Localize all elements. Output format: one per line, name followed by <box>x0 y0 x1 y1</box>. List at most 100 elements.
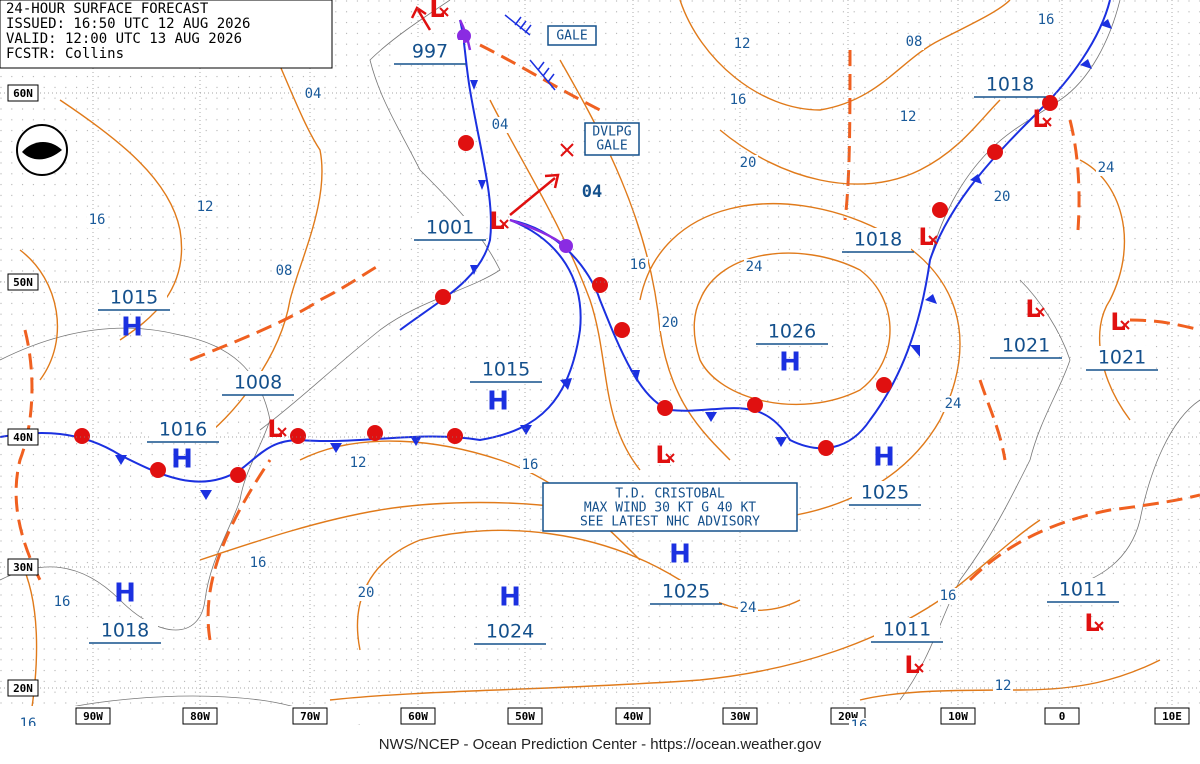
isobar-label-bg <box>356 585 376 601</box>
longitude-label: 40W <box>623 710 643 723</box>
pressure-value: 1025 <box>861 482 909 504</box>
pressure-bg <box>92 619 158 643</box>
latitude-box <box>7 558 39 576</box>
longitude-box <box>292 707 328 725</box>
isobar-label-bg <box>943 396 963 412</box>
pressure-value: 1025 <box>662 581 710 603</box>
advisory-line: T.D. CRISTOBAL <box>615 487 725 502</box>
isobar-label: 04 <box>305 86 322 102</box>
isobar-label-bg <box>1036 12 1056 28</box>
pressure-value: 1001 <box>426 217 474 239</box>
gale-box <box>547 25 597 46</box>
isobar-label-bg <box>898 109 918 125</box>
isobar-label: 20 <box>662 315 679 331</box>
pressure-value: 1024 <box>486 621 534 643</box>
isobar-label-bg <box>303 86 323 102</box>
pressure-value: 1011 <box>883 619 931 641</box>
pressure-value: 1021 <box>1098 347 1146 369</box>
pressure-bg <box>101 286 167 310</box>
header-line: ISSUED: 16:50 UTC 12 AUG 2026 <box>6 16 250 32</box>
motion-arrows <box>410 6 574 216</box>
troughs <box>14 43 1200 641</box>
dvlpg-label: GALE <box>596 139 627 154</box>
isobar-label: 24 <box>740 600 757 616</box>
footer: NWS/NCEP - Ocean Prediction Center - htt… <box>379 736 822 753</box>
isobar-label: 12 <box>734 36 751 52</box>
longitude-label: 10W <box>948 710 968 723</box>
isobar-label: 24 <box>746 259 763 275</box>
high-symbol: H <box>779 348 801 378</box>
high-symbol: H <box>121 313 143 343</box>
pressure-bg <box>1089 346 1155 370</box>
isobar-label: 04 <box>492 117 509 133</box>
pressure-value: 1015 <box>482 359 530 381</box>
isobar-label-bg <box>904 34 924 50</box>
longitude-label: 30W <box>730 710 750 723</box>
pressure-bg <box>759 320 825 344</box>
gale-label: GALE <box>556 29 587 44</box>
isobar-label-bg <box>195 199 215 215</box>
longitude-box <box>75 707 111 725</box>
low-x <box>1042 117 1052 127</box>
pressure-value: 1018 <box>854 229 902 251</box>
pressure-bg <box>977 73 1043 97</box>
longitude-box <box>182 707 218 725</box>
low-x <box>439 7 449 17</box>
latitude-box <box>7 679 39 697</box>
isobar-label: 04 <box>582 182 602 202</box>
isobar-label: 16 <box>54 594 71 610</box>
isobar-label-bg <box>628 257 648 273</box>
isobar-label: 16 <box>940 588 957 604</box>
wind-barbs <box>504 14 556 91</box>
isobar-label-bg <box>87 212 107 228</box>
high-symbol: H <box>114 579 136 609</box>
isobar-label: 16 <box>630 257 647 273</box>
header-line: 24-HOUR SURFACE FORECAST <box>6 1 209 17</box>
longitude-box <box>1044 707 1080 725</box>
pressure-bg <box>150 418 216 442</box>
longitude-label: 10E <box>1162 710 1182 723</box>
isobar-label: 12 <box>900 109 917 125</box>
pressure-value: 997 <box>412 41 448 63</box>
latitude-box <box>7 273 39 291</box>
latitude-label: 60N <box>13 87 33 100</box>
longitude-label: 50W <box>515 710 535 723</box>
high-symbol: H <box>487 387 509 417</box>
latitude-label: 20N <box>13 682 33 695</box>
low-x <box>277 427 287 437</box>
advisory-line: MAX WIND 30 KT G 40 KT <box>584 501 756 516</box>
isobar-label: 12 <box>197 199 214 215</box>
longitude-label: 0 <box>1059 710 1066 723</box>
pressure-value: 1011 <box>1059 579 1107 601</box>
high-symbol: H <box>669 540 691 570</box>
isobar-label-bg <box>1096 160 1116 176</box>
dvlpg-box <box>584 122 640 156</box>
pressure-bg <box>473 358 539 382</box>
low-x <box>928 235 938 245</box>
isobar-label-bg <box>728 92 748 108</box>
footer-bg <box>0 726 1200 764</box>
longitude-box <box>507 707 543 725</box>
header-line: VALID: 12:00 UTC 13 AUG 2026 <box>6 31 242 47</box>
high-symbol: H <box>873 443 895 473</box>
high-symbol: H <box>171 445 193 475</box>
isobar-label: 12 <box>350 455 367 471</box>
bottom-frame <box>0 706 1200 724</box>
dvlpg-label: DVLPG <box>592 125 631 140</box>
longitude-label: 80W <box>190 710 210 723</box>
isobar-label: 16 <box>730 92 747 108</box>
longitude-box <box>722 707 758 725</box>
low-x <box>665 453 675 463</box>
longitude-box <box>615 707 651 725</box>
longitude-label: 70W <box>300 710 320 723</box>
latitude-label: 30N <box>13 561 33 574</box>
noaa-logo-bird <box>22 141 62 160</box>
pressure-value: 1021 <box>1002 335 1050 357</box>
isobar-label-bg <box>660 315 680 331</box>
latitude-label: 40N <box>13 431 33 444</box>
longitude-label: 90W <box>83 710 103 723</box>
pressure-value: 1015 <box>110 287 158 309</box>
isobar-label-bg <box>248 555 268 571</box>
pressure-value: 1018 <box>986 74 1034 96</box>
